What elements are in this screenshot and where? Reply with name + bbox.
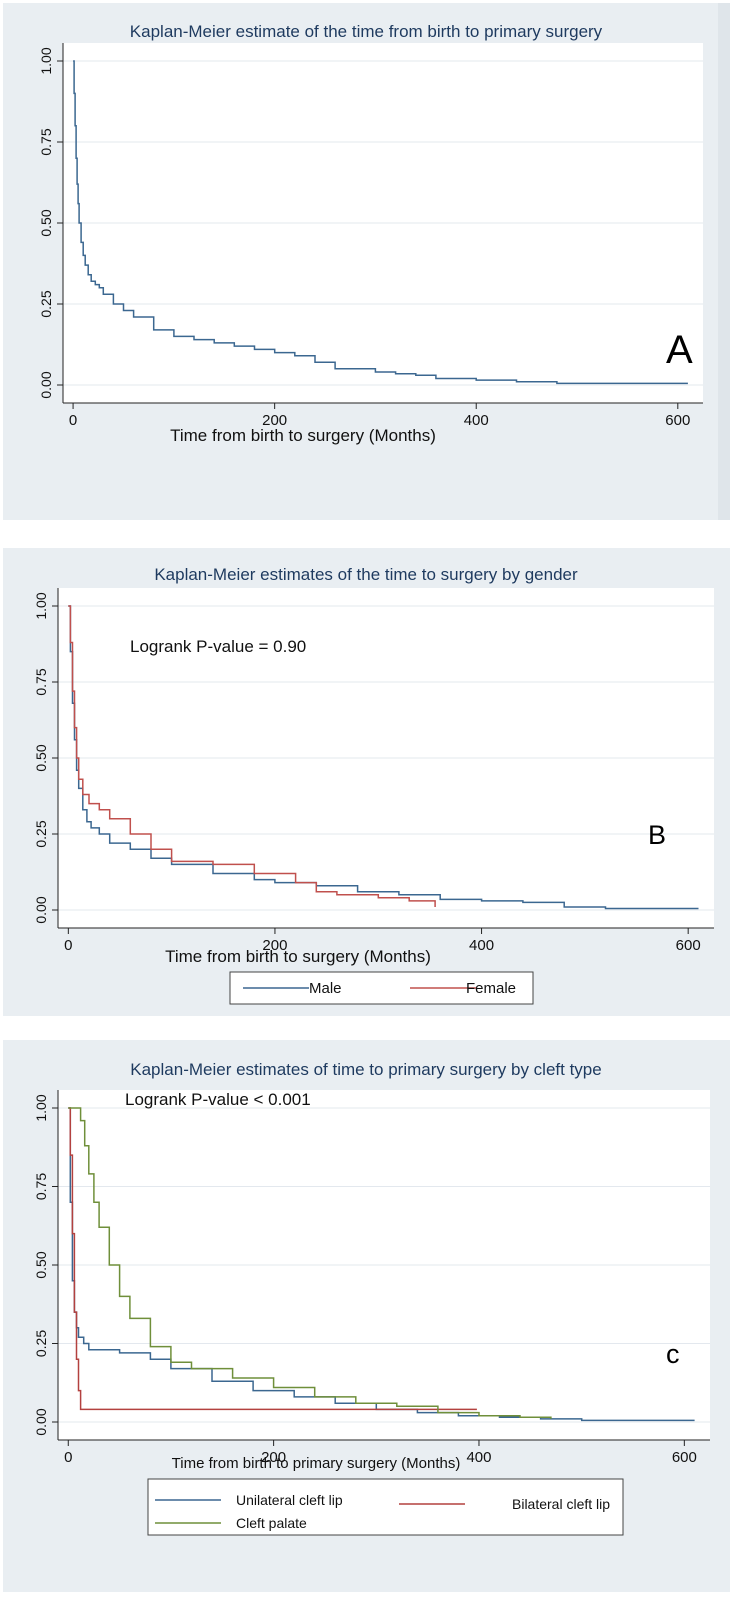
y-tick-label: 1.00 [38, 47, 54, 74]
x-tick-label: 600 [665, 412, 690, 429]
y-tick-label: 0.00 [33, 896, 49, 923]
legend-label: Bilateral cleft lip [512, 1496, 610, 1512]
logrank-annotation: Logrank P-value < 0.001 [125, 1090, 311, 1109]
km-curve-overall [73, 60, 688, 385]
legend-label: Unilateral cleft lip [236, 1492, 343, 1508]
x-tick-label: 0 [64, 1449, 72, 1466]
chart-panel-c: Kaplan-Meier estimates of time to primar… [3, 1040, 730, 1592]
x-tick-label: 400 [469, 937, 494, 954]
y-tick-label: 0.25 [33, 820, 49, 847]
y-tick-label: 0.00 [38, 371, 54, 398]
km-chart-b: Kaplan-Meier estimates of the time to su… [33, 565, 714, 1005]
x-tick-label: 200 [261, 1449, 286, 1466]
x-axis-label: Time from birth to surgery (Months) [165, 947, 431, 966]
y-tick-label: 0.25 [38, 290, 54, 317]
y-tick-label: 1.00 [33, 1094, 49, 1121]
y-tick-label: 0.75 [38, 128, 54, 155]
y-tick-label: 0.50 [38, 209, 54, 236]
x-tick-label: 0 [69, 412, 77, 429]
panel-edge-strip [718, 3, 730, 520]
km-chart-a: Kaplan-Meier estimate of the time from b… [38, 22, 703, 445]
legend-label: Female [466, 980, 516, 997]
y-tick-label: 0.50 [33, 744, 49, 771]
chart-title: Kaplan-Meier estimates of the time to su… [154, 565, 578, 584]
km-curve-female [68, 605, 436, 907]
km-chart-c: Kaplan-Meier estimates of time to primar… [33, 1060, 710, 1536]
km-curve-cleft-palate [68, 1107, 552, 1419]
x-tick-label: 600 [672, 1449, 697, 1466]
y-tick-label: 0.25 [33, 1330, 49, 1357]
legend-box [147, 1478, 624, 1536]
chart-title: Kaplan-Meier estimate of the time from b… [130, 22, 603, 41]
y-tick-label: 0.00 [33, 1408, 49, 1435]
chart-panel-a: Kaplan-Meier estimate of the time from b… [3, 3, 730, 520]
x-tick-label: 200 [262, 412, 287, 429]
legend-label: Cleft palate [236, 1515, 307, 1531]
y-tick-label: 0.75 [33, 668, 49, 695]
x-axis-label: Time from birth to surgery (Months) [170, 426, 436, 445]
x-axis-label: Time from birth to primary surgery (Mont… [172, 1455, 461, 1472]
y-tick-label: 0.75 [33, 1173, 49, 1200]
x-tick-label: 0 [64, 937, 72, 954]
x-tick-label: 200 [262, 937, 287, 954]
y-tick-label: 1.00 [33, 592, 49, 619]
chart-title: Kaplan-Meier estimates of time to primar… [130, 1060, 601, 1079]
x-tick-label: 600 [676, 937, 701, 954]
panel-letter: B [648, 820, 666, 850]
y-tick-label: 0.50 [33, 1251, 49, 1278]
km-curve-bilateral-cleft-lip [68, 1107, 477, 1411]
chart-panel-b: Kaplan-Meier estimates of the time to su… [3, 548, 730, 1016]
legend-label: Male [309, 980, 342, 997]
panel-letter: A [666, 328, 693, 372]
x-tick-label: 400 [464, 412, 489, 429]
panel-letter: c [666, 1339, 680, 1369]
x-tick-label: 400 [466, 1449, 491, 1466]
logrank-annotation: Logrank P-value = 0.90 [130, 637, 306, 656]
